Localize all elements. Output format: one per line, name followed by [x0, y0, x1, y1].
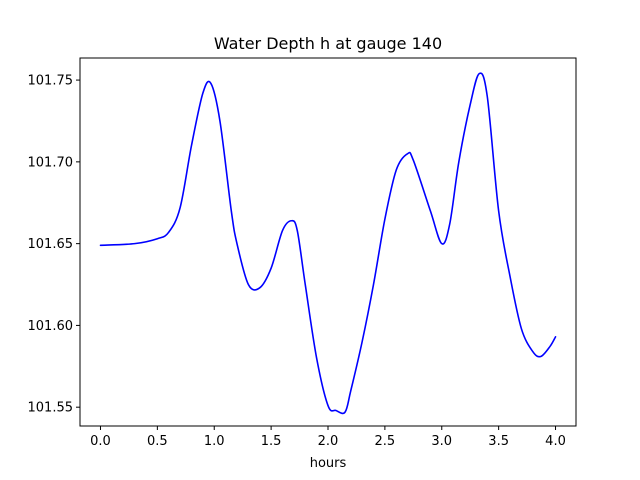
x-tick-label: 2.0	[318, 434, 339, 449]
y-tick-label: 101.65	[28, 237, 74, 252]
x-tick-label: 3.5	[488, 434, 509, 449]
x-tick-label: 0.0	[90, 434, 111, 449]
chart-title: Water Depth h at gauge 140	[214, 34, 442, 53]
plot-area: 0.0 0.5 1.0 1.5 2.0 2.5 3.0 3.5 4.0 101.55 101.60 1…	[28, 57, 577, 449]
x-tick-label: 0.5	[147, 434, 168, 449]
x-tick-label: 1.0	[204, 434, 225, 449]
series-line-0	[99, 72, 557, 415]
y-tick-label: 101.70	[28, 155, 74, 170]
x-tick-label: 1.5	[261, 434, 282, 449]
y-tick-label: 101.55	[28, 401, 74, 416]
x-tick-label: 4.0	[545, 434, 566, 449]
y-tick-label: 101.75	[28, 74, 74, 89]
x-axis-label: hours	[310, 456, 347, 471]
x-tick-label: 3.0	[431, 434, 452, 449]
x-tick-label: 2.5	[375, 434, 396, 449]
y-tick-label: 101.60	[28, 319, 74, 334]
